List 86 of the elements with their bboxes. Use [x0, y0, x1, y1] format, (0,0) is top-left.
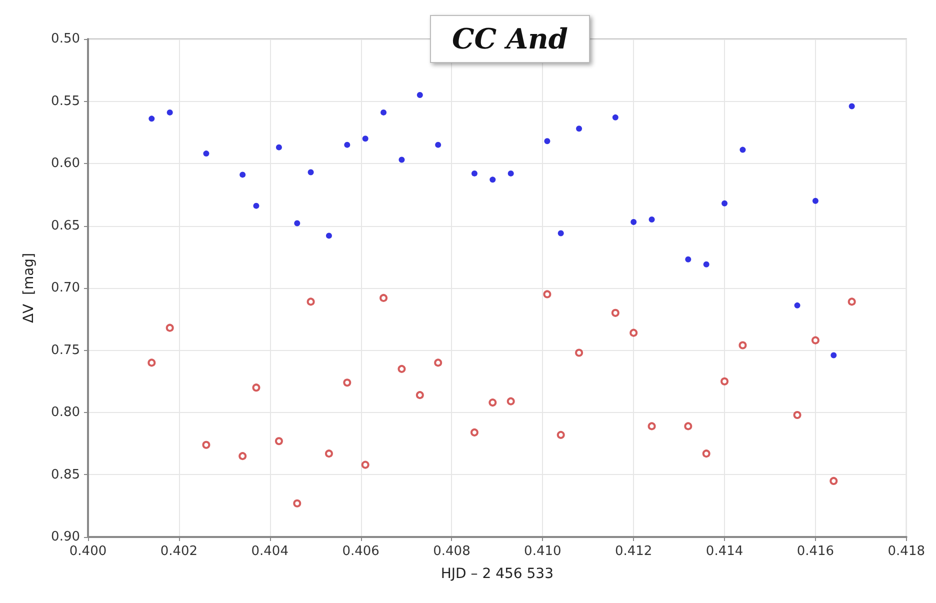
point [575, 348, 584, 357]
point [848, 298, 856, 306]
x-tick-label: 0.410 [524, 544, 562, 559]
point [166, 324, 174, 332]
point [703, 261, 710, 268]
y-tick-label: 0.80 [51, 405, 80, 420]
point [343, 378, 352, 387]
y-tick-label: 0.50 [51, 32, 80, 46]
point [470, 428, 478, 436]
point [380, 294, 388, 302]
y-tick-label: 0.70 [51, 280, 80, 296]
point [508, 170, 514, 176]
point [435, 142, 442, 148]
point [252, 384, 260, 392]
point [398, 156, 405, 163]
point [398, 364, 406, 373]
point [722, 200, 728, 206]
y-tick-label: 0.55 [51, 94, 80, 109]
point [324, 450, 333, 458]
point [306, 298, 315, 306]
point [830, 352, 837, 358]
point [326, 232, 332, 239]
x-axis-title: HJD – 2 456 533 [440, 566, 554, 582]
point [611, 308, 620, 317]
point [684, 422, 692, 430]
point [434, 358, 442, 367]
point [240, 172, 246, 178]
point [544, 138, 550, 144]
point [344, 142, 350, 148]
point [274, 437, 283, 446]
point [202, 440, 210, 449]
point [276, 144, 282, 150]
point [488, 398, 497, 407]
point [648, 422, 656, 430]
point [793, 410, 802, 419]
point [794, 302, 800, 308]
x-tick-label: 0.412 [614, 544, 652, 559]
point [830, 476, 838, 485]
y-axis-title: ΔV [mag] [21, 252, 37, 324]
x-tick-label: 0.400 [69, 544, 107, 559]
point [148, 116, 155, 122]
y-tick-label: 0.60 [51, 156, 80, 171]
point [380, 109, 387, 116]
point [294, 220, 300, 226]
x-tick-label: 0.414 [706, 544, 744, 559]
point [738, 341, 747, 350]
point [685, 256, 692, 262]
point [238, 452, 247, 460]
point [490, 176, 496, 183]
point [416, 92, 423, 98]
point [506, 397, 515, 406]
x-tick-label: 0.402 [160, 544, 198, 559]
point [308, 169, 314, 176]
point [253, 202, 260, 209]
y-tick-label: 0.90 [51, 530, 80, 544]
point [630, 328, 638, 337]
point [293, 499, 302, 508]
x-tick-label: 0.406 [342, 544, 380, 559]
x-tick-label: 0.404 [251, 544, 288, 559]
x-tick-label: 0.416 [796, 544, 834, 559]
point [612, 114, 618, 120]
point [576, 126, 582, 132]
x-tick-label: 0.418 [888, 544, 925, 559]
point [361, 460, 370, 469]
y-tick-label: 0.85 [51, 467, 80, 482]
point [203, 150, 210, 157]
point [166, 109, 173, 116]
point [471, 170, 478, 176]
point [812, 198, 818, 204]
point [702, 450, 710, 458]
point [630, 219, 637, 226]
point [558, 230, 564, 236]
point [543, 290, 552, 298]
point [848, 103, 855, 110]
point [556, 430, 565, 439]
point [740, 146, 746, 153]
chart-title: CC And [452, 22, 568, 56]
point [811, 336, 820, 344]
x-tick-label: 0.408 [433, 544, 470, 559]
point [648, 216, 655, 223]
y-tick-label: 0.75 [51, 342, 80, 358]
point [362, 136, 368, 142]
point [720, 377, 729, 386]
point [416, 391, 424, 400]
point [148, 358, 156, 367]
y-tick-label: 0.65 [51, 218, 80, 234]
